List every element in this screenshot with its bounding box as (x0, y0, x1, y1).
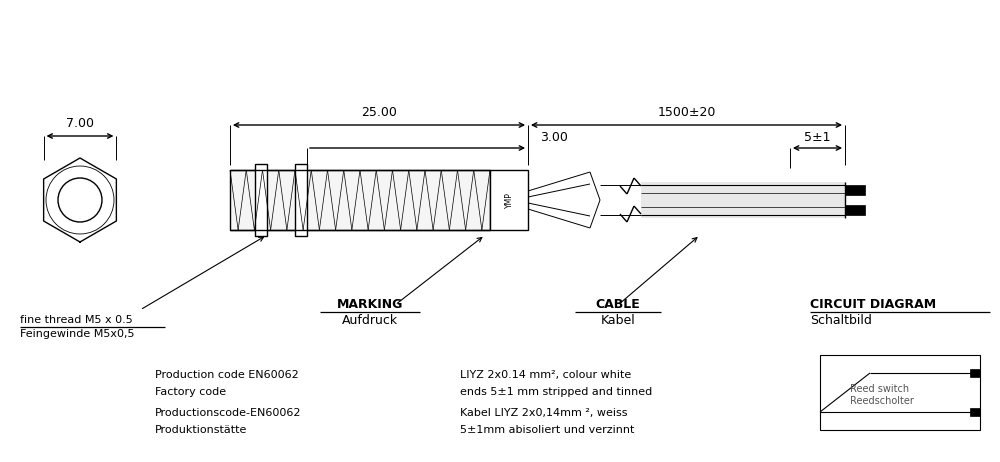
Bar (255, 164, 267, 236)
Text: Factory code: Factory code (155, 387, 226, 397)
Text: LIYZ 2x0.14 mm², colour white: LIYZ 2x0.14 mm², colour white (460, 370, 631, 380)
Text: Kabel LIYZ 2x0,14mm ², weiss: Kabel LIYZ 2x0,14mm ², weiss (460, 408, 628, 418)
Text: 5±1: 5±1 (804, 131, 831, 144)
Bar (641, 182, 845, 218)
Text: Produktionstätte: Produktionstätte (155, 425, 247, 435)
Text: Aufdruck: Aufdruck (342, 314, 398, 327)
Text: YMP: YMP (505, 192, 514, 208)
Text: Reedscholter: Reedscholter (850, 396, 914, 407)
Text: 7.00: 7.00 (66, 117, 94, 130)
Bar (230, 170, 490, 230)
Text: 3.00: 3.00 (540, 131, 568, 144)
Text: CABLE: CABLE (596, 298, 640, 311)
Bar (970, 369, 980, 377)
Bar (490, 170, 528, 230)
Text: 5±1mm abisoliert und verzinnt: 5±1mm abisoliert und verzinnt (460, 425, 634, 435)
Bar (845, 205, 865, 215)
Text: 25.00: 25.00 (361, 106, 397, 119)
Text: fine thread M5 x 0.5: fine thread M5 x 0.5 (20, 315, 133, 325)
Bar (970, 408, 980, 416)
Text: ends 5±1 mm stripped and tinned: ends 5±1 mm stripped and tinned (460, 387, 652, 397)
Text: 1500±20: 1500±20 (657, 106, 716, 119)
Text: Feingewinde M5x0,5: Feingewinde M5x0,5 (20, 329, 134, 339)
Text: CIRCUIT DIAGRAM: CIRCUIT DIAGRAM (810, 298, 936, 311)
Text: Productionscode-EN60062: Productionscode-EN60062 (155, 408, 302, 418)
Bar (820, 355, 980, 430)
Bar (845, 185, 865, 195)
Text: Kabel: Kabel (601, 314, 635, 327)
Text: MARKING: MARKING (337, 298, 403, 311)
Bar (295, 164, 307, 236)
Text: Schaltbild: Schaltbild (810, 314, 872, 327)
Text: Reed switch: Reed switch (850, 384, 909, 395)
Text: Production code EN60062: Production code EN60062 (155, 370, 299, 380)
